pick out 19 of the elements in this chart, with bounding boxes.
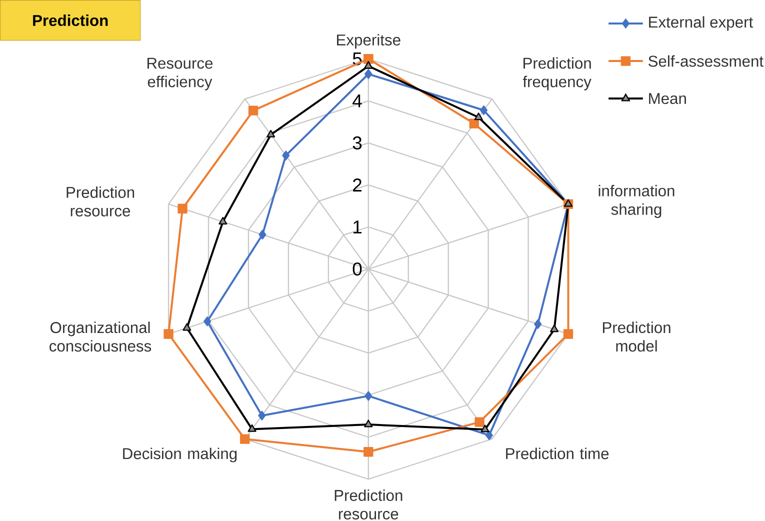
- spoke-label: Decision making: [123, 448, 237, 462]
- spoke-label: Prediction time: [506, 448, 609, 460]
- spoke-label: Prediction resource: [334, 490, 402, 520]
- legend-label: External expert: [649, 16, 754, 31]
- spoke-label: Prediction resource: [66, 186, 134, 217]
- y-tick-label: 0: [352, 262, 362, 276]
- spoke-label: information sharing: [598, 184, 674, 218]
- y-tick-label: 3: [352, 136, 362, 150]
- legend-label: Self-assessment: [648, 55, 764, 67]
- y-tick-label: 1: [354, 220, 362, 234]
- spoke-label: Resource efficiency: [148, 58, 213, 90]
- y-tick-label: 2: [353, 178, 362, 192]
- legend-label: Mean: [649, 93, 686, 104]
- spoke-label: Prediction frequency: [522, 57, 592, 90]
- chart-title: Prediction: [33, 14, 108, 26]
- spoke-label: Experitse: [337, 34, 400, 49]
- y-tick-label: 4: [352, 94, 362, 108]
- spoke-label: Prediction model: [602, 322, 670, 352]
- spoke-label: Organizational consciousness: [50, 322, 152, 352]
